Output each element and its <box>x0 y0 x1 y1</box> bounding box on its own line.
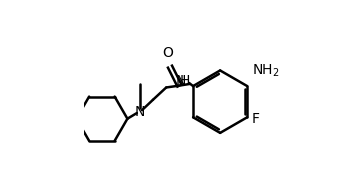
Text: N: N <box>135 105 145 119</box>
Text: F: F <box>252 112 260 126</box>
Text: NH$_2$: NH$_2$ <box>252 63 280 79</box>
Text: O: O <box>163 46 174 60</box>
Text: N: N <box>176 74 186 88</box>
Text: H: H <box>179 74 190 88</box>
